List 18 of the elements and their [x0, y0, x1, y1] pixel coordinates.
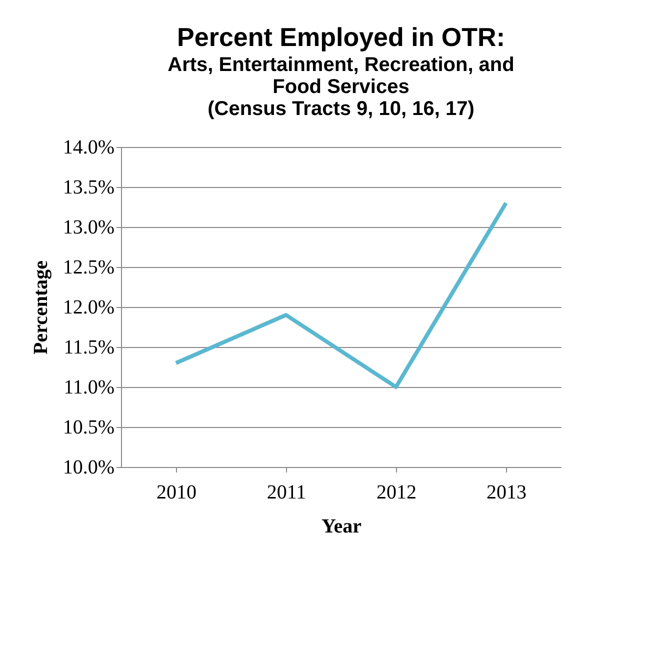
y-tick-label: 12.0%: [62, 296, 114, 318]
x-tick-label: 2010: [156, 482, 196, 504]
y-tick-label: 13.5%: [62, 176, 114, 198]
y-tick-label: 11.5%: [64, 336, 114, 358]
y-axis-title: Percentage: [30, 260, 52, 355]
x-axis-title: Year: [322, 516, 362, 538]
y-tick-label: 11.0%: [64, 376, 114, 398]
chart-subtitle: Arts, Entertainment, Recreation, and Food Services (Census Tracts 9, 10, 16, 17): [168, 54, 514, 120]
y-tick-label: 10.0%: [62, 456, 114, 478]
x-tick-label: 2012: [376, 482, 416, 504]
y-tick-label: 14.0%: [62, 136, 114, 158]
x-tick-label: 2013: [486, 482, 526, 504]
y-tick-label: 13.0%: [62, 216, 114, 238]
y-tick-label: 10.5%: [62, 416, 114, 438]
x-tick-label: 2011: [266, 482, 306, 504]
chart-title: Percent Employed in OTR:: [177, 22, 505, 52]
line-series: [174, 201, 508, 389]
y-tick-label: 12.5%: [62, 256, 114, 278]
